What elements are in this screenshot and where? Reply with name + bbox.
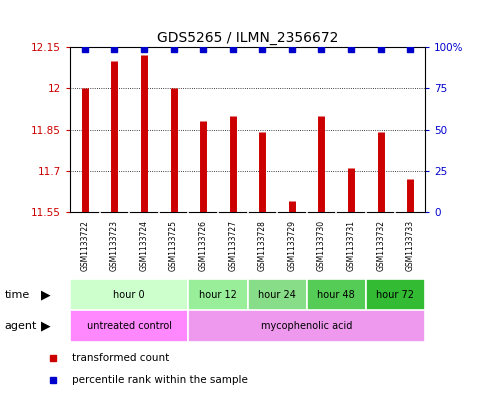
Text: GSM1133726: GSM1133726	[199, 220, 208, 271]
Bar	[366, 279, 425, 310]
Bar	[188, 310, 425, 342]
Text: GSM1133725: GSM1133725	[169, 220, 178, 271]
Text: hour 72: hour 72	[376, 290, 414, 300]
Text: ▶: ▶	[41, 288, 51, 301]
Text: GSM1133727: GSM1133727	[228, 220, 237, 271]
Text: GSM1133724: GSM1133724	[140, 220, 148, 271]
Text: GSM1133732: GSM1133732	[376, 220, 385, 271]
Title: GDS5265 / ILMN_2356672: GDS5265 / ILMN_2356672	[157, 31, 338, 45]
Text: GSM1133722: GSM1133722	[80, 220, 89, 271]
Text: agent: agent	[5, 321, 37, 331]
Text: untreated control: untreated control	[87, 321, 171, 331]
Text: GSM1133723: GSM1133723	[110, 220, 119, 271]
Text: ▶: ▶	[41, 320, 51, 333]
Text: hour 24: hour 24	[258, 290, 296, 300]
Bar	[307, 279, 366, 310]
Text: GSM1133730: GSM1133730	[317, 220, 326, 271]
Text: mycophenolic acid: mycophenolic acid	[261, 321, 353, 331]
Text: hour 12: hour 12	[199, 290, 237, 300]
Text: GSM1133729: GSM1133729	[287, 220, 297, 271]
Text: GSM1133728: GSM1133728	[258, 220, 267, 271]
Text: percentile rank within the sample: percentile rank within the sample	[72, 375, 248, 385]
Text: GSM1133731: GSM1133731	[347, 220, 355, 271]
Text: GSM1133733: GSM1133733	[406, 220, 415, 271]
Bar	[70, 310, 188, 342]
Text: hour 48: hour 48	[317, 290, 355, 300]
Text: transformed count: transformed count	[72, 353, 170, 363]
Text: hour 0: hour 0	[114, 290, 145, 300]
Bar	[70, 279, 188, 310]
Bar	[248, 279, 307, 310]
Text: time: time	[5, 290, 30, 300]
Bar	[188, 279, 248, 310]
